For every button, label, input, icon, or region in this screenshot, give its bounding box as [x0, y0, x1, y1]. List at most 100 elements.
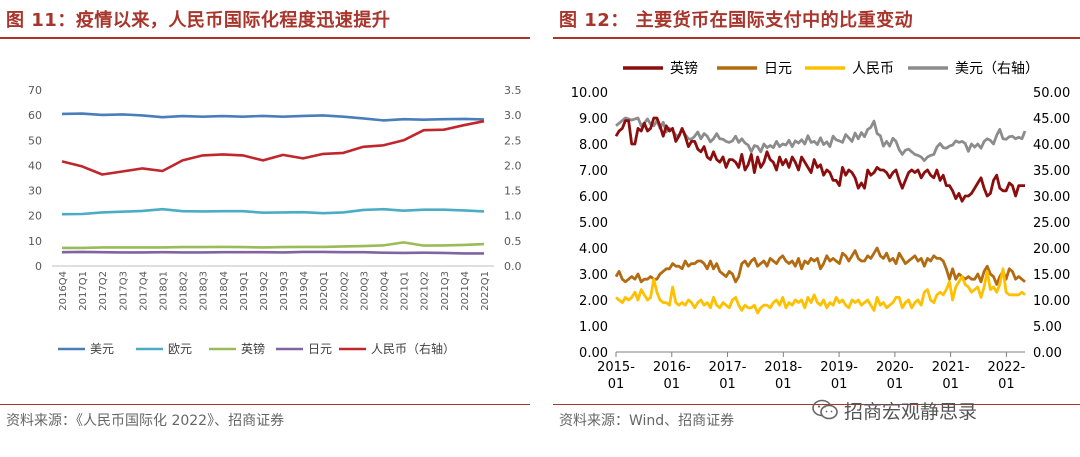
legend-label: 人民币: [852, 61, 894, 77]
figure-11-panel: 图 11：疫情以来，人民币国际化程度迅速提升 0 10 20 30 40 50 60 70 0.…: [0, 0, 530, 457]
x-tick-label: 2019Q1: [239, 271, 250, 311]
y2-tick-label: 2.5: [504, 134, 522, 147]
title-divider: [553, 37, 1080, 39]
y-tick-label: 40: [28, 159, 42, 172]
x-tick-label: 01: [719, 377, 736, 392]
y2-tick-label: 30.00: [1033, 190, 1070, 205]
x-tick-label: 2019-: [820, 360, 858, 375]
series-line: [61, 119, 485, 176]
watermark-text: 招商宏观静思录: [844, 400, 978, 423]
x-tick-label: 2016-: [653, 360, 691, 375]
x-tick-label: 2020Q2: [339, 271, 350, 311]
x-tick-label: 2020Q1: [319, 271, 330, 311]
figure-11-title: 图 11：疫情以来，人民币国际化程度迅速提升: [6, 10, 391, 31]
y2-tick-label: 1.5: [504, 185, 522, 198]
series-line: [614, 116, 1025, 203]
x-tick-label: 2021Q2: [420, 271, 431, 311]
y-tick-label: 8.00: [579, 138, 608, 153]
y-tick-label: 0: [35, 260, 42, 273]
source-divider: [0, 404, 530, 405]
legend-label: 英镑: [241, 341, 265, 356]
x-tick-label: 2022Q1: [480, 271, 491, 311]
y2-tick-label: 1.0: [504, 210, 522, 223]
y-tick-label: 9.00: [579, 112, 608, 127]
x-tick-label: 01: [887, 377, 904, 392]
y2-tick-label: 50.00: [1033, 86, 1070, 101]
y-tick-label: 10.00: [571, 86, 608, 101]
legend-label: 日元: [764, 61, 792, 77]
y-tick-label: 7.00: [579, 164, 608, 179]
figure-12-source: 资料来源：Wind、招商证券: [559, 413, 735, 429]
series-line: [615, 267, 1026, 315]
legend-label: 欧元: [168, 342, 192, 356]
x-tick-label: 2018Q4: [219, 271, 230, 311]
figure-11-source: 资料来源：《人民币国际化 2022》、招商证券: [6, 413, 285, 429]
y2-tick-label: 0.5: [504, 235, 522, 248]
source-divider: [553, 404, 1080, 405]
legend-label: 日元: [308, 342, 332, 356]
x-tick-label: 2018Q2: [179, 271, 190, 311]
x-tick-label: 2019Q2: [259, 271, 270, 311]
y2-tick-label: 25.00: [1033, 216, 1070, 231]
x-tick-label: 01: [663, 377, 680, 392]
y-tick-label: 0.00: [579, 346, 608, 361]
x-tick-label: 2017Q4: [138, 271, 149, 311]
x-tick-label: 2016Q4: [58, 271, 69, 311]
x-tick-label: 2020Q3: [359, 271, 370, 311]
x-tick-label: 01: [775, 377, 792, 392]
x-tick-label: 2017-: [709, 360, 747, 375]
y-tick-label: 20: [28, 210, 42, 223]
x-tick-label: 2021-: [932, 360, 970, 375]
x-tick-label: 2017Q2: [98, 271, 109, 311]
x-tick-label: 2021Q3: [440, 271, 451, 311]
y-tick-label: 30: [28, 185, 42, 198]
y-tick-label: 10: [28, 235, 42, 248]
figure-12-title: 图 12： 主要货币在国际支付中的比重变动: [559, 10, 914, 31]
y2-tick-label: 0.00: [1033, 346, 1062, 361]
x-tick-label: 2020Q4: [380, 271, 391, 311]
y-tick-label: 1.00: [579, 320, 608, 335]
legend-label: 美元: [90, 342, 114, 356]
series-line: [62, 241, 485, 250]
wechat-icon: [812, 399, 838, 420]
y2-tick-label: 15.00: [1033, 268, 1070, 283]
x-tick-label: 2021Q1: [400, 271, 411, 311]
x-tick-label: 2022-: [988, 360, 1026, 375]
x-tick-label: 01: [942, 377, 959, 392]
x-tick-label: 2018-: [764, 360, 802, 375]
y2-tick-label: 20.00: [1033, 242, 1070, 257]
y2-tick-label: 3.0: [504, 109, 522, 122]
x-tick-label: 2021Q4: [460, 271, 471, 311]
y2-tick-label: 2.0: [504, 159, 522, 172]
y-tick-label: 60: [28, 109, 42, 122]
y-tick-label: 50: [28, 134, 42, 147]
figure-11-chart: 0 10 20 30 40 50 60 70 0.0 0.5 1.0 1.5 2.0 2.5 3.0 3.5 2…: [28, 84, 522, 356]
y-tick-label: 70: [28, 84, 42, 97]
legend-label: 人民币（右轴）: [371, 341, 455, 356]
y-tick-label: 4.00: [579, 242, 608, 257]
x-tick-label: 2019Q3: [279, 271, 290, 311]
y2-tick-label: 45.00: [1033, 112, 1070, 127]
x-tick-label: 2018Q1: [159, 271, 170, 311]
series-line: [61, 112, 485, 122]
x-tick-label: 2019Q4: [299, 271, 310, 311]
y2-tick-label: 0.0: [504, 260, 522, 273]
legend-label: 英镑: [670, 60, 698, 77]
series-line: [61, 207, 485, 216]
x-tick-label: 2020-: [876, 360, 914, 375]
watermark: 招商宏观静思录: [812, 395, 977, 425]
x-tick-label: 2017Q3: [118, 271, 129, 311]
x-tick-label: 01: [831, 377, 848, 392]
title-divider: [0, 37, 530, 39]
y2-tick-label: 35.00: [1033, 164, 1070, 179]
y2-tick-label: 10.00: [1033, 294, 1070, 309]
figure-12-panel: 图 12： 主要货币在国际支付中的比重变动 0.00 1.00 2.00 3.00 4.…: [553, 0, 1080, 457]
x-tick-label: 2015-: [597, 360, 635, 375]
y-tick-label: 6.00: [579, 190, 608, 205]
y-tick-label: 3.00: [579, 268, 608, 283]
x-tick-label: 01: [998, 377, 1015, 392]
x-tick-label: 2018Q3: [199, 271, 210, 311]
y-tick-label: 5.00: [579, 216, 608, 231]
y2-tick-label: 40.00: [1033, 138, 1070, 153]
x-tick-label: 2017Q1: [78, 271, 89, 311]
